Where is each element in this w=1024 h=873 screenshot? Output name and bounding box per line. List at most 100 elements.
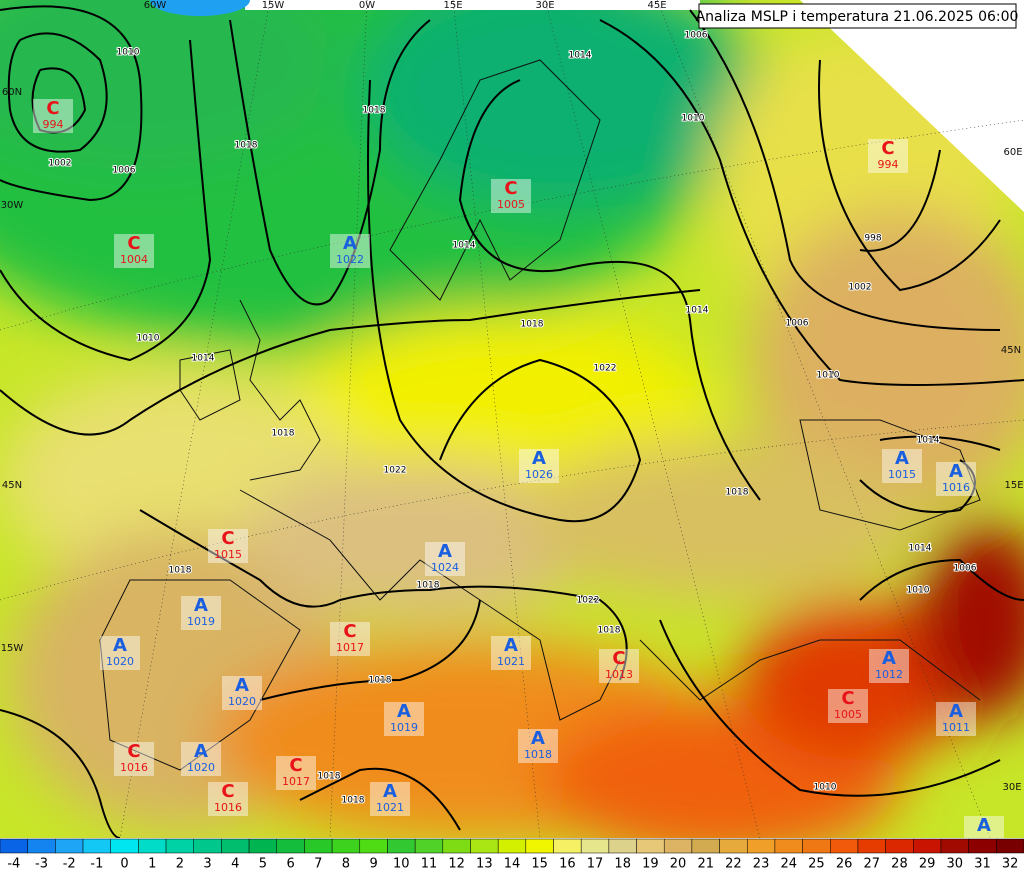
grid-label: 15W [262, 0, 285, 11]
center-box [882, 449, 922, 483]
grid-label: 45N [2, 480, 22, 491]
colorbar-swatch [857, 838, 886, 854]
center-box [276, 756, 316, 790]
center-box [425, 542, 465, 576]
colorbar-label: 27 [864, 857, 881, 872]
grid-label: 30W [1, 200, 24, 211]
center-box [519, 449, 559, 483]
colorbar-label: 13 [476, 857, 493, 872]
center-letter: C [289, 755, 302, 776]
center-letter: A [397, 701, 411, 722]
colorbar-swatch [138, 838, 167, 854]
center-value: 1020 [228, 695, 256, 708]
isobar-label: 998 [864, 234, 881, 244]
colorbar-swatch [885, 838, 914, 854]
center-value: 994 [878, 158, 899, 171]
center-value: 1019 [187, 615, 215, 628]
colorbar-swatch [442, 838, 471, 854]
colorbar-label: 4 [231, 857, 239, 872]
center-box [491, 636, 531, 670]
colorbar-swatch [248, 838, 278, 854]
colorbar-swatch [636, 838, 665, 854]
colorbar-swatch [719, 838, 748, 854]
colorbar-label: 19 [642, 857, 659, 872]
isobar-label: 1018 [235, 141, 258, 151]
colorbar-swatch [110, 838, 139, 854]
center-box [114, 742, 154, 776]
colorbar-swatch [774, 838, 803, 854]
center-value: 1015 [214, 548, 242, 561]
center-letter: A [113, 635, 127, 656]
center-letter: C [127, 233, 140, 254]
colorbar-label: 30 [947, 857, 964, 872]
colorbar-swatch [940, 838, 969, 854]
isobar-label: 1010 [137, 334, 160, 344]
center-box [33, 99, 73, 133]
colorbar-swatch [691, 838, 720, 854]
center-letter: A [882, 648, 896, 669]
colorbar-swatch [746, 838, 776, 854]
center-value: 1016 [214, 801, 242, 814]
center-value: 994 [43, 118, 64, 131]
colorbar-swatch [276, 838, 305, 854]
center-box [222, 676, 262, 710]
isobar-label: 1006 [685, 31, 708, 41]
center-letter: A [895, 448, 909, 469]
grid-labels: 60W 15W 0W 15E 30E 45E 60N 30W 45N 15W 60E 45N 15E 30… [1, 0, 1024, 793]
isobar-label: 1010 [814, 783, 837, 793]
grid-label: 30E [1002, 782, 1021, 793]
isobar-label: 1018 [598, 626, 621, 636]
colorbar-label: 1 [148, 857, 156, 872]
isobar-label: 1014 [453, 241, 476, 251]
center-letter: C [221, 781, 234, 802]
center-letter: C [127, 741, 140, 762]
center-letter: A [383, 781, 397, 802]
center-value: 1020 [187, 761, 215, 774]
center-box [181, 596, 221, 630]
center-box [869, 649, 909, 683]
center-box [936, 702, 976, 736]
center-letter: C [841, 688, 854, 709]
title-box: Analiza MSLP i temperatura 21.06.2025 06… [696, 3, 1018, 29]
colorbar-swatch [387, 838, 416, 854]
colorbar-label: 25 [808, 857, 825, 872]
colorbar-label: -4 [7, 857, 20, 872]
colorbar-label: 28 [891, 857, 908, 872]
isobar-label: 1022 [384, 466, 407, 476]
isobar-label: 1018 [272, 429, 295, 439]
center-letter: A [949, 461, 963, 482]
colorbar-label: 31 [974, 857, 991, 872]
colorbar-label: 7 [314, 857, 322, 872]
colorbar-swatch [968, 838, 997, 854]
colorbar-label: 26 [836, 857, 853, 872]
isobar-label: 1010 [907, 586, 930, 596]
center-value: 1015 [888, 468, 916, 481]
center-box [208, 529, 248, 563]
colorbar-swatch [608, 838, 637, 854]
isobar-label: 1010 [817, 371, 840, 381]
colorbar-label: 23 [753, 857, 770, 872]
center-box [936, 462, 976, 496]
isobar-label: 1014 [192, 354, 215, 364]
isobar-label: 1018 [369, 676, 392, 686]
center-value: 1017 [282, 775, 310, 788]
isobar-label: 1018 [726, 488, 749, 498]
colorbar-swatch [663, 838, 693, 854]
grid-label: 15E [1004, 480, 1023, 491]
colorbar-label: 10 [393, 857, 410, 872]
grid-label: 15W [1, 643, 24, 654]
center-value: 1016 [120, 761, 148, 774]
colorbar-swatch [165, 838, 194, 854]
center-letter: A [531, 728, 545, 749]
